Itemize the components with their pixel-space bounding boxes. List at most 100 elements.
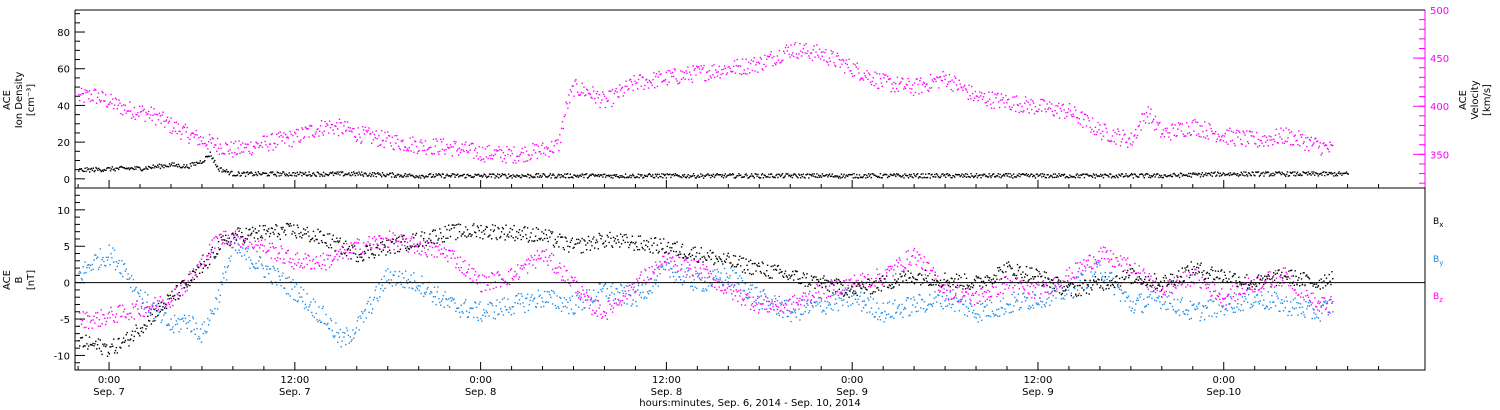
- by-series-point: [367, 300, 369, 303]
- by-series-point: [332, 335, 334, 337]
- velocity-series-point: [1267, 145, 1269, 147]
- velocity-series-point: [796, 56, 798, 59]
- density-series-point: [234, 174, 236, 177]
- velocity-series-point: [1087, 117, 1089, 119]
- density-series-point: [674, 173, 677, 175]
- bz-series-point: [96, 311, 99, 314]
- bz-series-point: [349, 252, 351, 254]
- density-series-point: [898, 175, 901, 177]
- by-series-point: [248, 256, 250, 259]
- by-series-point: [515, 295, 517, 297]
- by-series-point: [899, 313, 901, 315]
- density-series-point: [941, 173, 943, 175]
- by-series-point: [135, 286, 137, 289]
- by-series-point: [154, 309, 156, 311]
- density-series-point: [1023, 173, 1025, 175]
- velocity-series-point: [1326, 147, 1329, 150]
- bz-series-point: [81, 319, 84, 322]
- bz-series-point: [173, 288, 176, 290]
- density-series-point: [864, 173, 866, 176]
- by-series-point: [383, 275, 385, 277]
- velocity-series-point: [716, 75, 719, 77]
- by-series-point: [546, 291, 548, 293]
- by-series-point: [663, 268, 665, 270]
- by-series-point: [709, 282, 711, 284]
- velocity-series-point: [1147, 106, 1149, 108]
- by-series-point: [556, 295, 558, 297]
- by-series-point: [1123, 291, 1125, 293]
- velocity-series-point: [1110, 140, 1113, 142]
- density-series-point: [88, 168, 90, 170]
- by-series-point: [820, 300, 823, 302]
- density-series-point: [1069, 174, 1071, 176]
- velocity-series-point: [937, 77, 939, 79]
- by-series-point: [110, 253, 112, 255]
- bz-series-point: [291, 266, 293, 268]
- density-series-point: [660, 176, 662, 178]
- density-series-point: [565, 173, 568, 175]
- velocity-series-point: [1299, 145, 1301, 147]
- density-series-point: [510, 175, 512, 177]
- velocity-series-point: [498, 146, 500, 148]
- density-series-point: [1205, 172, 1207, 174]
- density-series-point: [449, 175, 451, 177]
- density-series-point: [790, 174, 793, 176]
- bz-series-point: [362, 251, 364, 253]
- velocity-series-point: [1072, 113, 1074, 115]
- bz-series-point: [432, 242, 435, 244]
- velocity-series-point: [612, 102, 615, 105]
- density-series-point: [555, 176, 557, 178]
- density-series-point: [1222, 172, 1224, 174]
- density-series-point: [458, 175, 461, 177]
- by-series-point: [503, 297, 505, 299]
- density-series-point: [220, 167, 222, 169]
- bz-series-point: [327, 258, 329, 260]
- density-series-point: [970, 173, 972, 175]
- velocity-series-point: [332, 129, 334, 131]
- bz-series-point: [650, 277, 652, 280]
- velocity-series-point: [660, 73, 662, 75]
- density-series: [78, 151, 1349, 179]
- velocity-series-point: [521, 147, 523, 150]
- by-series-point: [574, 312, 576, 314]
- velocity-series-point: [973, 97, 976, 99]
- density-series-point: [721, 175, 723, 178]
- by-series-point: [442, 295, 445, 297]
- by-series-point: [382, 290, 384, 292]
- bz-series-point: [573, 279, 575, 281]
- density-series-point: [268, 175, 270, 177]
- bz-series-point: [557, 272, 559, 274]
- by-series-point: [737, 277, 739, 280]
- by-series-point: [309, 304, 311, 306]
- density-series-point: [850, 174, 853, 176]
- by-series-point: [232, 246, 234, 249]
- velocity-series-point: [379, 144, 381, 146]
- velocity-series-point: [1108, 140, 1110, 142]
- by-series-point: [477, 319, 479, 322]
- bz-series-point: [345, 251, 347, 254]
- velocity-series-point: [898, 83, 900, 85]
- by-series-point: [807, 304, 809, 306]
- density-series-point: [290, 174, 292, 176]
- bz-series-point: [303, 266, 306, 268]
- density-series-point: [870, 176, 872, 179]
- density-series-point: [1056, 174, 1058, 177]
- density-series-point: [820, 176, 823, 178]
- bz-series-point: [611, 305, 613, 307]
- velocity-series-point: [1088, 120, 1090, 122]
- velocity-series-point: [1011, 106, 1013, 108]
- velocity-series-point: [262, 135, 264, 137]
- velocity-series-point: [635, 82, 637, 85]
- by-series-point: [962, 303, 964, 306]
- density-series-point: [1251, 171, 1253, 173]
- velocity-series-point: [439, 150, 441, 153]
- bz-series-point: [550, 259, 552, 262]
- velocity-series-point: [1302, 142, 1304, 145]
- bz-series-point: [542, 250, 544, 252]
- by-series-point: [534, 297, 536, 299]
- by-series-point: [540, 306, 542, 308]
- density-series-point: [483, 173, 485, 175]
- velocity-series-point: [1295, 140, 1297, 142]
- density-series-point: [393, 176, 396, 178]
- density-series-point: [353, 172, 356, 175]
